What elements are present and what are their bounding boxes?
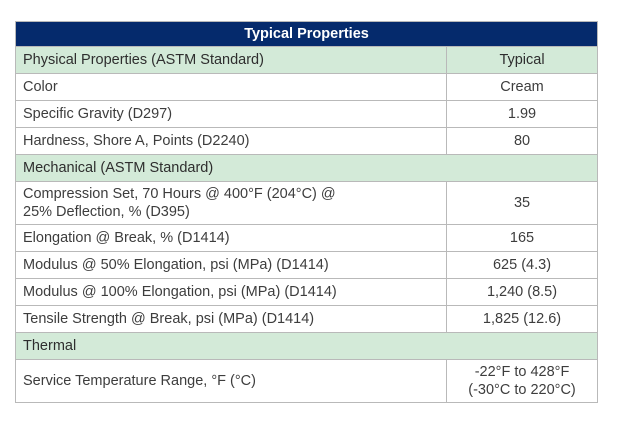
typical-properties-table: Typical Properties Physical Properties (… bbox=[14, 21, 599, 403]
header-property-label: Physical Properties (ASTM Standard) bbox=[15, 46, 447, 74]
property-label-line-2: 25% Deflection, % (D395) bbox=[23, 204, 190, 220]
table-title-row: Typical Properties bbox=[14, 21, 599, 47]
property-value: Cream bbox=[445, 73, 599, 101]
section-label: Thermal bbox=[14, 332, 599, 360]
table-row-compression-set: Compression Set, 70 Hours @ 400°F (204°C… bbox=[15, 181, 599, 225]
property-label: Specific Gravity (D297) bbox=[15, 100, 447, 128]
property-label: Compression Set, 70 Hours @ 400°F (204°C… bbox=[15, 181, 447, 225]
header-value-label: Typical bbox=[445, 46, 599, 74]
property-label: Tensile Strength @ Break, psi (MPa) (D14… bbox=[15, 305, 447, 333]
property-label: Service Temperature Range, °F (°C) bbox=[15, 359, 447, 403]
property-label: Modulus @ 50% Elongation, psi (MPa) (D14… bbox=[15, 251, 447, 279]
table-row-specific-gravity: Specific Gravity (D297) 1.99 bbox=[15, 100, 599, 128]
table-header-row: Physical Properties (ASTM Standard) Typi… bbox=[15, 46, 599, 74]
property-label-line-1: Compression Set, 70 Hours @ 400°F (204°C… bbox=[23, 186, 336, 202]
property-value: 1,240 (8.5) bbox=[445, 278, 599, 306]
property-label: Elongation @ Break, % (D1414) bbox=[15, 224, 447, 252]
property-value-line-2: (-30°C to 220°C) bbox=[468, 382, 576, 398]
table-row-tensile-strength: Tensile Strength @ Break, psi (MPa) (D14… bbox=[15, 305, 599, 333]
table-row-modulus-100: Modulus @ 100% Elongation, psi (MPa) (D1… bbox=[15, 278, 599, 306]
property-value: 35 bbox=[445, 181, 599, 225]
section-row-thermal: Thermal bbox=[14, 332, 599, 360]
table-row-color: Color Cream bbox=[15, 73, 599, 101]
property-value: -22°F to 428°F (-30°C to 220°C) bbox=[445, 359, 599, 403]
property-value: 1,825 (12.6) bbox=[445, 305, 599, 333]
property-value: 165 bbox=[445, 224, 599, 252]
table-row-elongation: Elongation @ Break, % (D1414) 165 bbox=[15, 224, 599, 252]
property-label: Modulus @ 100% Elongation, psi (MPa) (D1… bbox=[15, 278, 447, 306]
property-value-line-1: -22°F to 428°F bbox=[474, 364, 570, 380]
property-value: 1.99 bbox=[445, 100, 599, 128]
table-row-service-temperature: Service Temperature Range, °F (°C) -22°F… bbox=[15, 359, 599, 403]
property-label: Color bbox=[15, 73, 447, 101]
table-title: Typical Properties bbox=[14, 21, 599, 47]
property-value: 80 bbox=[445, 127, 599, 155]
property-value: 625 (4.3) bbox=[445, 251, 599, 279]
section-label: Mechanical (ASTM Standard) bbox=[14, 154, 599, 182]
section-row-mechanical: Mechanical (ASTM Standard) bbox=[14, 154, 599, 182]
property-label: Hardness, Shore A, Points (D2240) bbox=[15, 127, 447, 155]
table-row-modulus-50: Modulus @ 50% Elongation, psi (MPa) (D14… bbox=[15, 251, 599, 279]
table-row-hardness: Hardness, Shore A, Points (D2240) 80 bbox=[15, 127, 599, 155]
